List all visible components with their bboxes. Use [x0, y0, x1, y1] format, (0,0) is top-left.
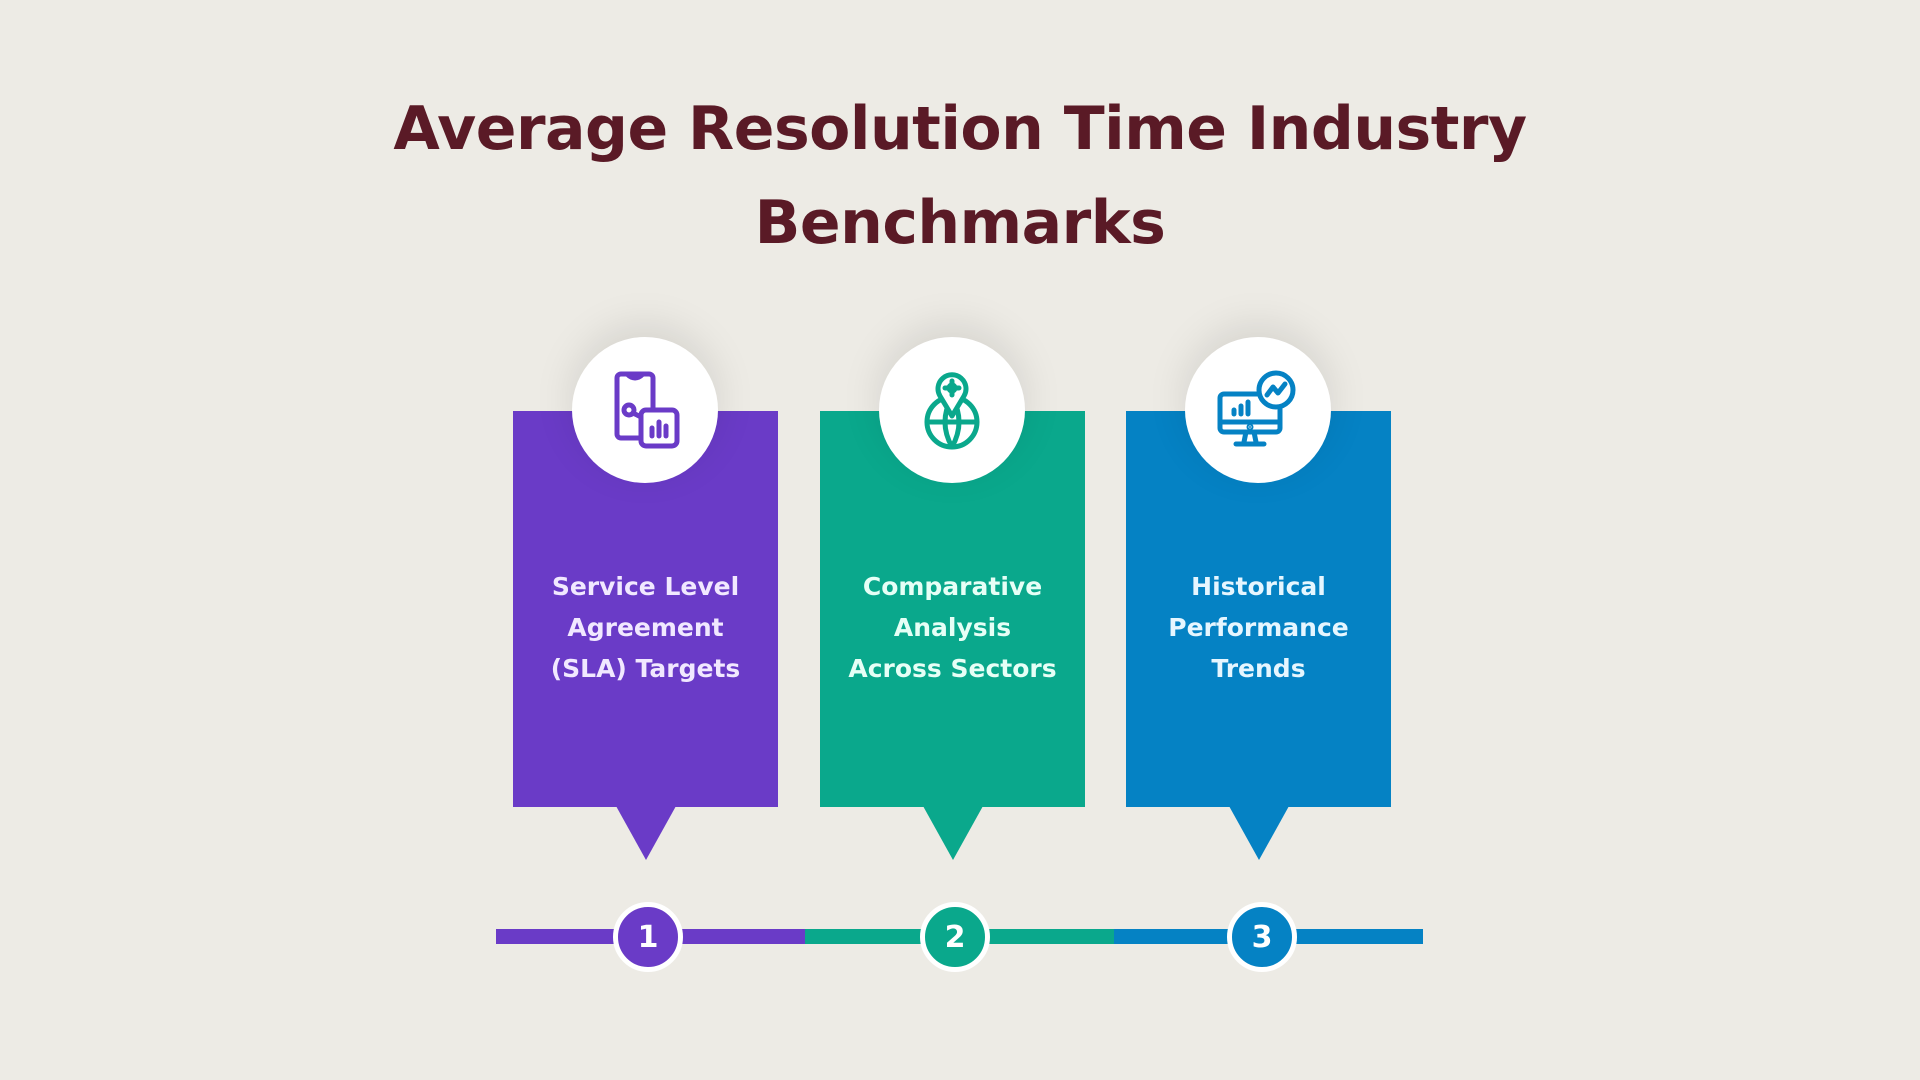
card-comparative-analysis: Comparative Analysis Across Sectors — [820, 337, 1085, 860]
card-label-line: Comparative — [862, 572, 1043, 601]
card-sla-targets: Service Level Agreement (SLA) Targets — [513, 337, 778, 860]
step-marker-3: 3 — [1227, 902, 1297, 972]
card-label: Comparative Analysis Across Sectors — [830, 566, 1075, 689]
card-historical-trends: Historical Performance Trends — [1126, 337, 1391, 860]
step-marker-1: 1 — [613, 902, 683, 972]
step-marker-2: 2 — [920, 902, 990, 972]
card-label-line: Agreement — [567, 613, 724, 642]
mobile-analytics-icon — [614, 371, 680, 449]
card-label-line: (SLA) Targets — [550, 654, 741, 683]
globe-location-icon — [924, 372, 980, 450]
page-title: Average Resolution Time Industry Benchma… — [0, 82, 1920, 270]
card-label: Service Level Agreement (SLA) Targets — [523, 566, 768, 689]
icon-badge — [1185, 337, 1331, 483]
title-line-2: Benchmarks — [754, 188, 1166, 258]
card-pointer — [1229, 806, 1289, 860]
monitor-trend-icon — [1217, 370, 1296, 447]
icon-badge — [879, 337, 1025, 483]
card-pointer — [616, 806, 676, 860]
icon-badge — [572, 337, 718, 483]
card-label-line: Across Sectors — [848, 654, 1057, 683]
card-label-line: Trends — [1211, 654, 1306, 683]
card-label-line: Analysis — [893, 613, 1012, 642]
title-line-1: Average Resolution Time Industry — [393, 94, 1527, 164]
card-label-line: Performance — [1168, 613, 1349, 642]
card-label-line: Historical — [1191, 572, 1326, 601]
card-label: Historical Performance Trends — [1136, 566, 1381, 689]
card-label-line: Service Level — [551, 572, 740, 601]
card-pointer — [923, 806, 983, 860]
